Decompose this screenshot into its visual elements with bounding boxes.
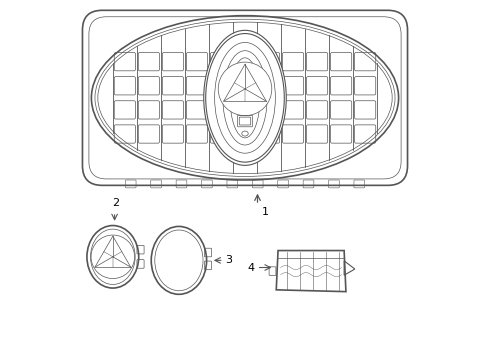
Text: 3: 3	[225, 255, 232, 265]
Circle shape	[218, 62, 272, 116]
Text: 4: 4	[248, 262, 255, 273]
Text: 1: 1	[262, 207, 269, 217]
Ellipse shape	[204, 30, 286, 165]
Text: 2: 2	[112, 198, 119, 208]
